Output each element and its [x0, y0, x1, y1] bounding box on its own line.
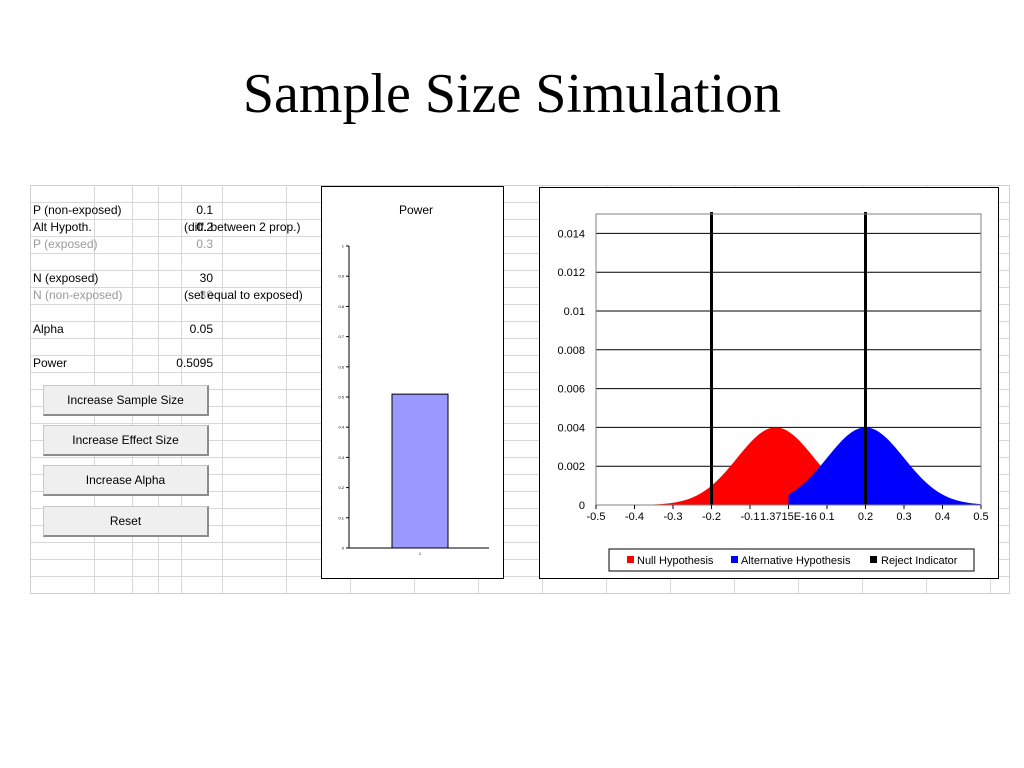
param-label: N (exposed): [33, 271, 99, 285]
legend-swatch-null: [627, 556, 634, 563]
dist-x-tick-label: 0.1: [819, 511, 834, 523]
dist-x-tick-label: 0.2: [858, 511, 873, 523]
param-label: Alpha: [33, 322, 64, 336]
dist-x-tick-label: -0.5: [587, 511, 606, 523]
slide-title: Sample Size Simulation: [242, 63, 782, 125]
power-y-tick-label: 0.4: [338, 425, 344, 430]
dist-legend: Null Hypothesis Alternative Hypothesis R…: [608, 548, 975, 572]
legend-swatch-alternative: [731, 556, 738, 563]
power-bar: [391, 393, 449, 549]
power-chart-title: Power: [399, 203, 433, 217]
power-y-tick-label: 0: [342, 546, 345, 551]
dist-y-tick-label: 0: [579, 500, 585, 512]
param-note: (set equal to exposed): [184, 288, 303, 302]
param-value: 30: [199, 288, 213, 302]
param-label: P (non-exposed): [33, 203, 122, 217]
param-label: N (non-exposed): [33, 288, 123, 302]
dist-x-tick-label: 1.3715E-16: [760, 511, 817, 523]
dist-x-tick-label: -0.4: [625, 511, 644, 523]
dist-y-tick-label: 0.014: [557, 228, 585, 240]
legend-null: Null Hypothesis: [637, 555, 714, 567]
dist-x-tick-label: -0.3: [664, 511, 683, 523]
param-value[interactable]: 0.1: [196, 203, 213, 217]
dist-y-tick-label: 0.012: [557, 267, 585, 279]
power-y-tick-label: 0.5: [338, 395, 344, 400]
dist-x-tick-label: -0.1: [741, 511, 760, 523]
legend-reject: Reject Indicator: [881, 555, 958, 567]
dist-y-tick-label: 0.002: [557, 461, 585, 473]
power-y-tick-label: 0.6: [338, 364, 344, 369]
dist-y-tick-label: 0.01: [564, 306, 585, 318]
power-x-tick: 1: [419, 551, 422, 556]
dist-x-tick-label: 0.4: [935, 511, 950, 523]
param-label: Power: [33, 356, 68, 370]
dist-y-tick-label: 0.006: [557, 384, 585, 396]
param-value[interactable]: 30: [199, 271, 213, 285]
dist-x-tick-label: 0.3: [896, 511, 911, 523]
power-y-tick-label: 0.7: [338, 334, 344, 339]
power-chart-svg: Power 0 0.1 0.2 0.3 0.4 0.5 0.6 0.7 0.8 0.9 1 1: [338, 203, 489, 556]
legend-alternative: Alternative Hypothesis: [741, 555, 851, 567]
param-label: P (exposed): [33, 237, 98, 251]
alternative-hypothesis-area: [788, 427, 981, 505]
power-y-tick-label: 0.9: [338, 274, 344, 279]
null-hypothesis-area: [596, 427, 866, 505]
power-y-tick-label: 0.3: [338, 455, 344, 460]
increase-sample-size-button[interactable]: Increase Sample Size: [43, 385, 209, 416]
power-y-tick-label: 1: [342, 244, 345, 249]
increase-alpha-button[interactable]: Increase Alpha: [43, 465, 209, 496]
power-chart[interactable]: Power 0 0.1 0.2 0.3 0.4 0.5 0.6 0.7 0.8 0.9 1 1: [321, 186, 504, 579]
legend-swatch-reject: [870, 556, 877, 563]
power-y-tick-label: 0.2: [338, 485, 344, 490]
param-note: (diff. between 2 prop.): [184, 220, 301, 234]
dist-y-tick-label: 0.004: [557, 422, 585, 434]
dist-x-tick-label: 0.5: [973, 511, 988, 523]
param-value: 0.3: [196, 237, 213, 251]
param-value[interactable]: 0.05: [189, 322, 213, 336]
param-label: Alt Hypoth.: [33, 220, 92, 234]
dist-x-tick-label: -0.2: [702, 511, 721, 523]
reset-button[interactable]: Reset: [43, 506, 209, 537]
power-y-tick-label: 0.8: [338, 304, 344, 309]
increase-effect-size-button[interactable]: Increase Effect Size: [43, 425, 209, 456]
distribution-chart-svg: 0 0.002 0.004 0.006 0.008 0.01 0.012 0.014 -0.5…: [557, 212, 989, 572]
distribution-chart[interactable]: 0 0.002 0.004 0.006 0.008 0.01 0.012 0.014 -0.5…: [539, 187, 999, 579]
power-y-tick-label: 0.1: [338, 515, 344, 520]
param-value[interactable]: 0.2: [196, 220, 213, 234]
dist-y-tick-label: 0.008: [557, 345, 585, 357]
param-value: 0.5095: [176, 356, 213, 370]
